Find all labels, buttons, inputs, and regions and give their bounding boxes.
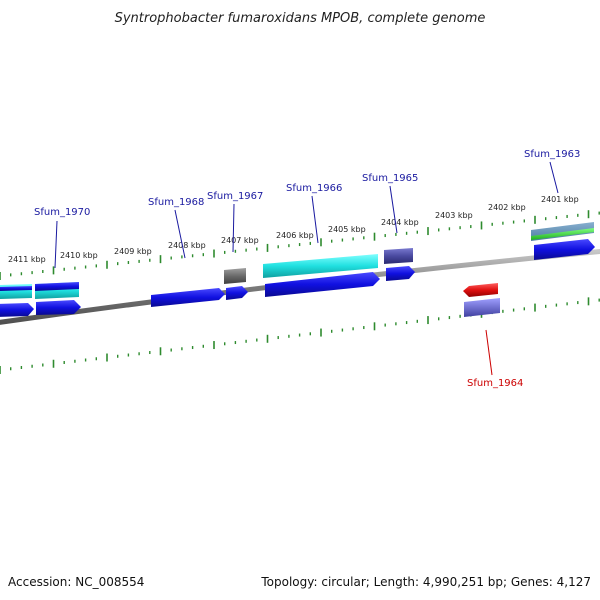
tick-label: 2411 kbp <box>8 255 46 264</box>
gene-arrow[interactable] <box>534 239 595 260</box>
gene-label-sfum-1968[interactable]: Sfum_1968 <box>148 197 204 208</box>
gene-feature-sfum-1966[interactable] <box>263 254 378 278</box>
gene-feature[interactable] <box>35 282 79 291</box>
gene-arrow[interactable] <box>386 266 415 281</box>
leader-line <box>549 161 559 194</box>
map-title: Syntrophobacter fumaroxidans MPOB, compl… <box>115 11 486 26</box>
tick-label: 2401 kbp <box>541 195 579 204</box>
gene-arrow-sfum-1964[interactable] <box>463 283 498 297</box>
gene-arrow-sfum-1968[interactable] <box>151 288 225 307</box>
leader-line <box>232 203 235 253</box>
gene-feature[interactable] <box>0 286 32 291</box>
gene-feature-sfum-1965[interactable] <box>384 248 413 264</box>
tick-label: 2405 kbp <box>328 225 366 234</box>
genome-summary-label: Topology: circular; Length: 4,990,251 bp… <box>260 575 591 589</box>
tick-label: 2404 kbp <box>381 218 419 227</box>
gene-label-sfum-1966[interactable]: Sfum_1966 <box>286 183 342 194</box>
gene-label-sfum-1965[interactable]: Sfum_1965 <box>362 173 418 184</box>
gene-label-sfum-1964[interactable]: Sfum_1964 <box>467 378 523 389</box>
gene-arrow-sfum-1967[interactable] <box>226 286 248 300</box>
leader-line <box>389 185 398 234</box>
inner-tick-track <box>0 297 600 374</box>
leader-line <box>54 220 58 269</box>
leader-line <box>485 329 493 376</box>
tick-label: 2407 kbp <box>221 236 259 245</box>
gene-feature[interactable] <box>531 228 594 240</box>
leader-line <box>311 195 319 244</box>
tick-label: 2406 kbp <box>276 231 314 240</box>
outer-tick-track <box>0 210 600 280</box>
tick-label: 2403 kbp <box>435 211 473 220</box>
gene-feature-gray[interactable] <box>224 268 246 284</box>
gene-label-sfum-1970[interactable]: Sfum_1970 <box>34 207 90 218</box>
gene-label-sfum-1967[interactable]: Sfum_1967 <box>207 191 263 202</box>
leader-line <box>174 209 186 259</box>
gene-label-sfum-1963[interactable]: Sfum_1963 <box>524 149 580 160</box>
tick-label: 2409 kbp <box>114 247 152 256</box>
accession-label: Accession: NC_008554 <box>8 575 144 589</box>
tick-label: 2408 kbp <box>168 241 206 250</box>
gene-arrow[interactable] <box>0 303 34 317</box>
tick-label: 2410 kbp <box>60 251 98 260</box>
tick-label: 2402 kbp <box>488 203 526 212</box>
gene-arrow[interactable] <box>36 300 81 315</box>
gene-feature[interactable] <box>464 298 500 317</box>
gene-arrow[interactable] <box>265 272 380 297</box>
